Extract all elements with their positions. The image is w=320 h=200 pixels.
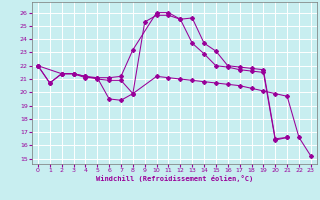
X-axis label: Windchill (Refroidissement éolien,°C): Windchill (Refroidissement éolien,°C) [96, 175, 253, 182]
